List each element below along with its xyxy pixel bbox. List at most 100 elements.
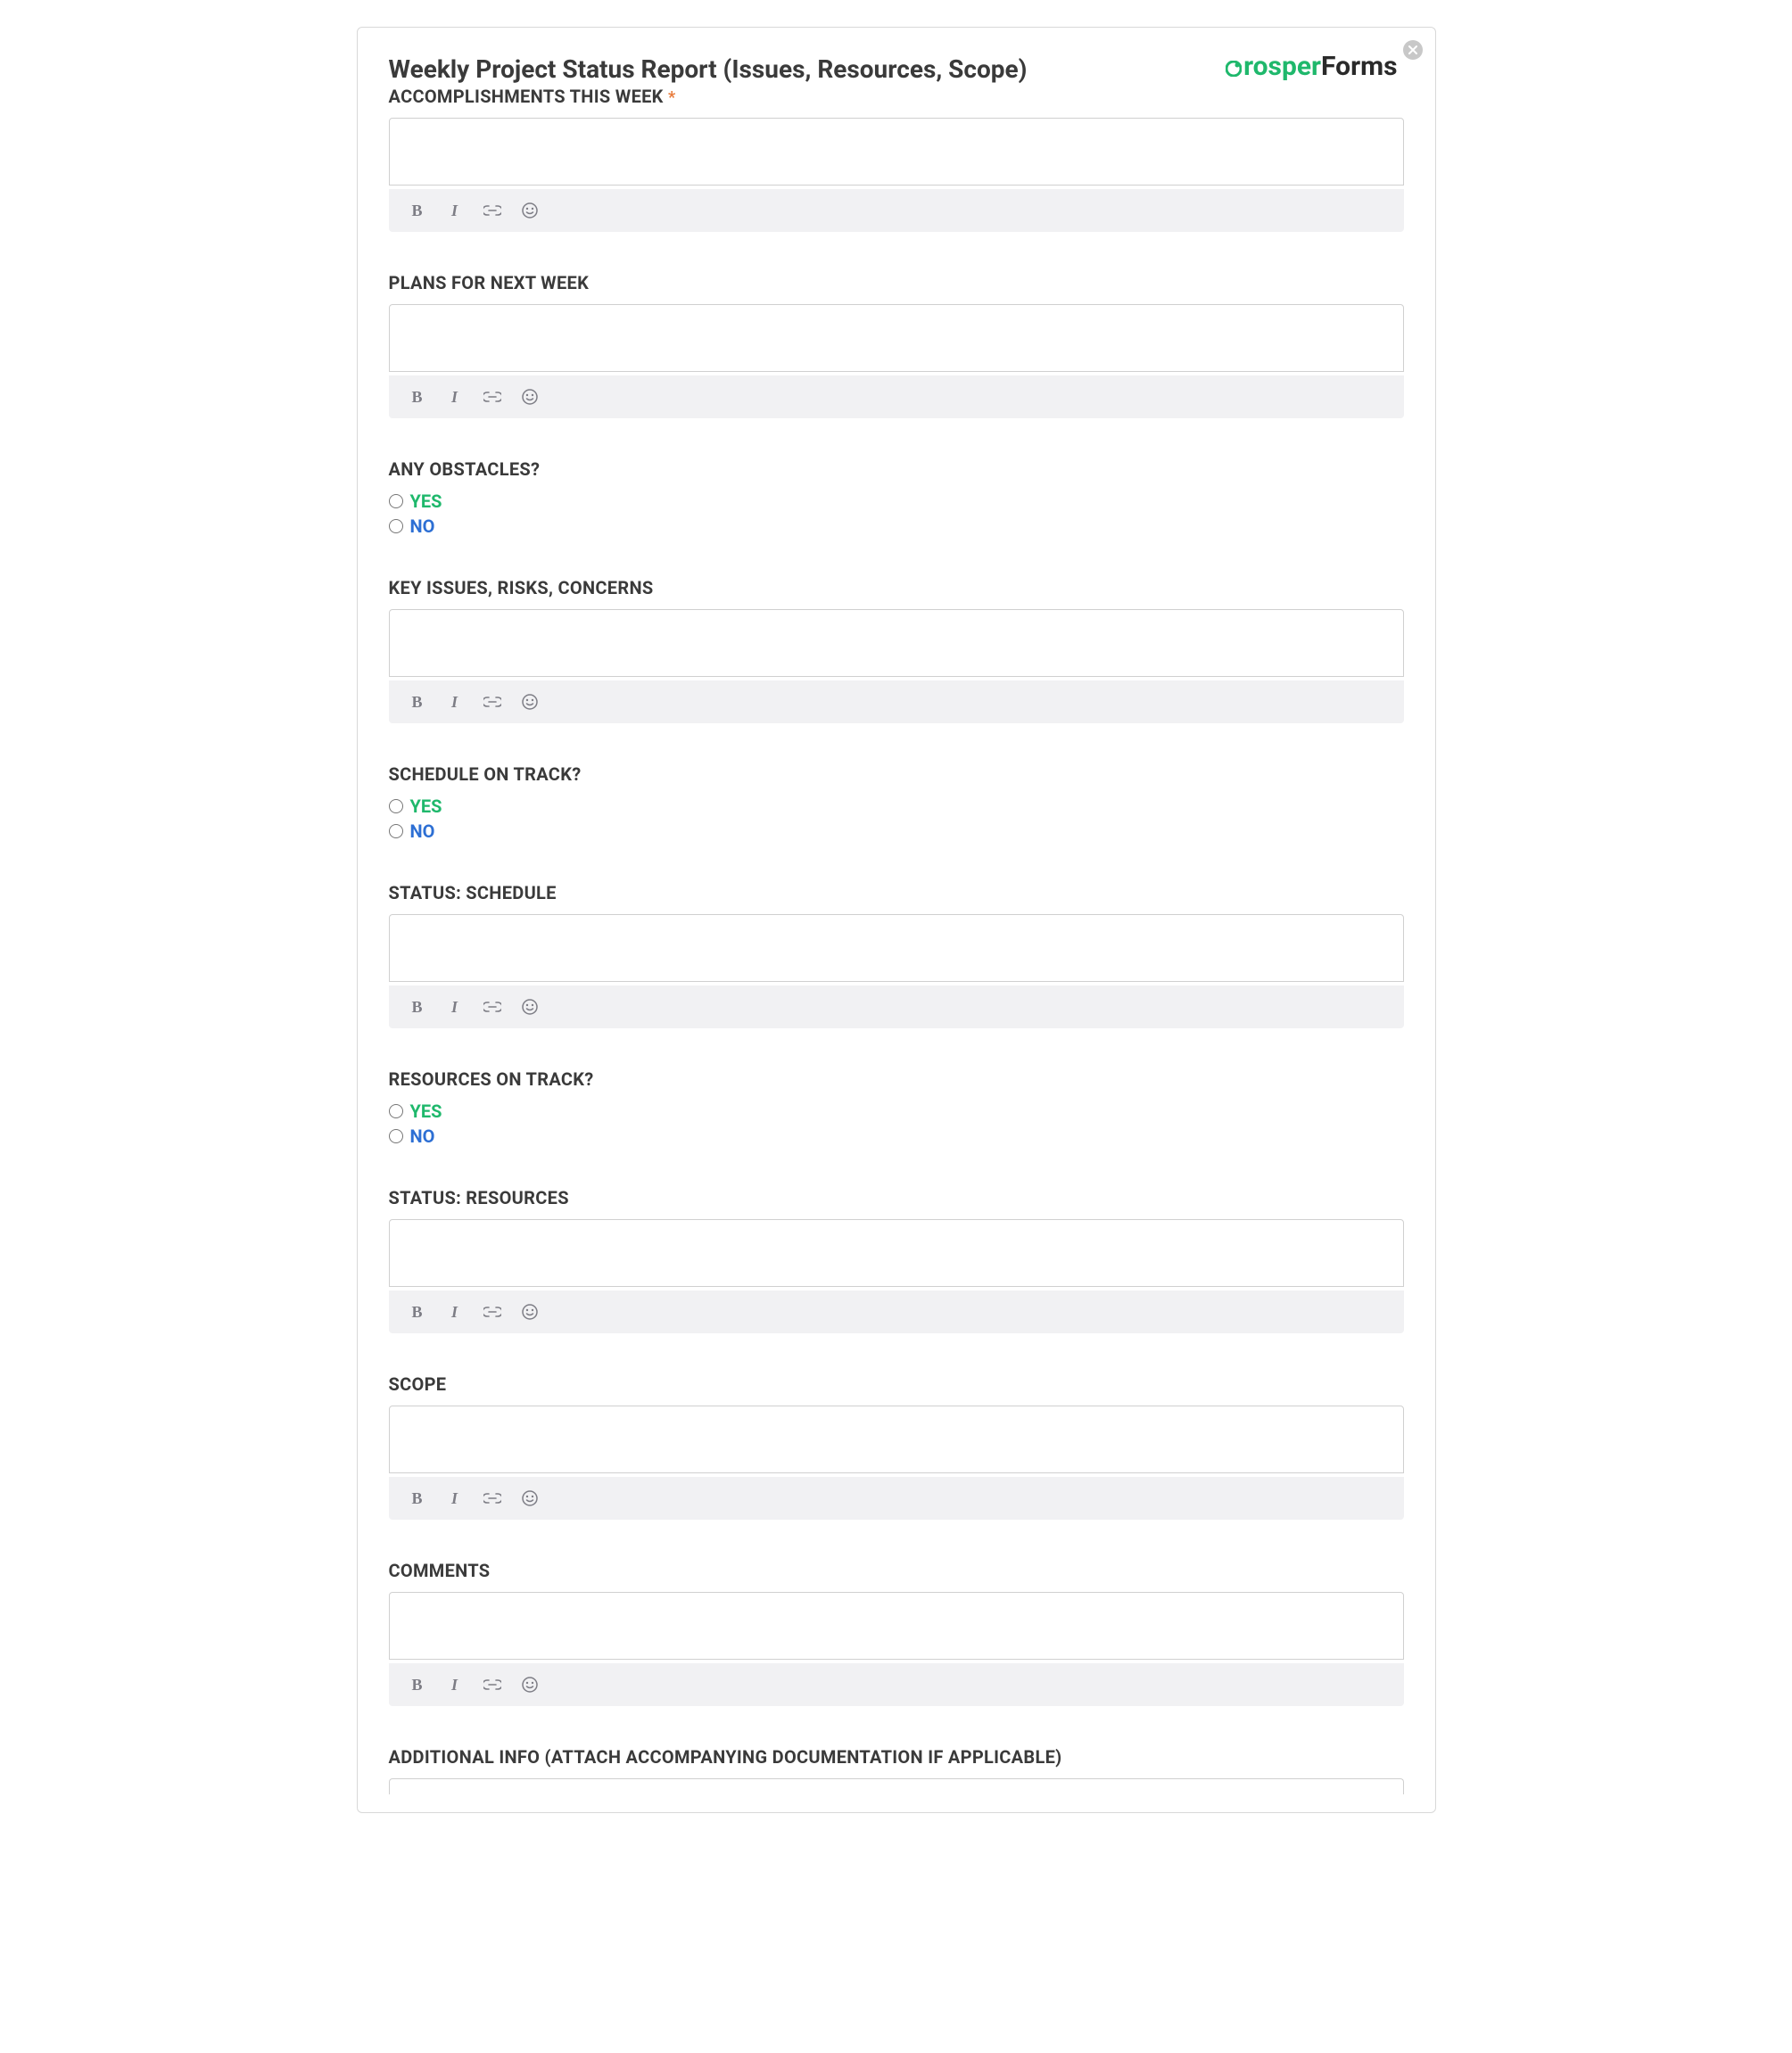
toolbar-key-issues: B I — [389, 680, 1404, 723]
italic-button[interactable]: I — [446, 1676, 464, 1694]
link-button[interactable] — [483, 998, 501, 1016]
radio-yes-label: YES — [410, 1101, 442, 1122]
link-button[interactable] — [483, 1303, 501, 1321]
bold-button[interactable]: B — [409, 998, 426, 1016]
toolbar-status-resources: B I — [389, 1290, 1404, 1333]
label-obstacles: ANY OBSTACLES? — [389, 458, 1404, 480]
radio-no-label: NO — [410, 820, 435, 842]
input-comments[interactable] — [389, 1592, 1404, 1660]
link-button[interactable] — [483, 1489, 501, 1507]
toolbar-plans: B I — [389, 375, 1404, 418]
emoji-button[interactable] — [521, 1676, 539, 1694]
link-icon — [483, 1493, 501, 1504]
close-button[interactable] — [1403, 40, 1423, 60]
label-scope: SCOPE — [389, 1373, 1404, 1395]
section-obstacles: ANY OBSTACLES? YES NO — [389, 458, 1404, 537]
radio-schedule-no[interactable] — [389, 824, 403, 838]
link-icon — [483, 1307, 501, 1317]
emoji-button[interactable] — [521, 1489, 539, 1507]
section-plans: PLANS FOR NEXT WEEK B I — [389, 272, 1404, 418]
radio-no-label: NO — [410, 515, 435, 537]
form-container: rosper Forms Weekly Project Status Repor… — [357, 27, 1436, 1813]
input-plans[interactable] — [389, 304, 1404, 372]
input-key-issues[interactable] — [389, 609, 1404, 677]
label-additional: ADDITIONAL INFO (ATTACH ACCOMPANYING DOC… — [389, 1746, 1404, 1768]
radio-resources-no[interactable] — [389, 1129, 403, 1143]
radio-row-yes: YES — [389, 491, 1404, 512]
toolbar-scope: B I — [389, 1477, 1404, 1520]
section-schedule-on-track: SCHEDULE ON TRACK? YES NO — [389, 763, 1404, 842]
brand-logo: rosper Forms — [1226, 51, 1397, 82]
emoji-icon — [522, 202, 538, 218]
emoji-button[interactable] — [521, 693, 539, 711]
link-icon — [483, 205, 501, 216]
emoji-icon — [522, 999, 538, 1015]
radio-row-no: NO — [389, 820, 1404, 842]
input-accomplishments[interactable] — [389, 118, 1404, 186]
section-additional: ADDITIONAL INFO (ATTACH ACCOMPANYING DOC… — [389, 1746, 1404, 1794]
emoji-icon — [522, 1677, 538, 1693]
section-accomplishments: ACCOMPLISHMENTS THIS WEEK * B I — [389, 86, 1404, 232]
label-accomplishments-text: ACCOMPLISHMENTS THIS WEEK — [389, 86, 664, 107]
radio-resources-yes[interactable] — [389, 1104, 403, 1118]
section-status-resources: STATUS: RESOURCES B I — [389, 1187, 1404, 1333]
label-status-schedule: STATUS: SCHEDULE — [389, 882, 1404, 903]
radio-schedule-yes[interactable] — [389, 799, 403, 813]
toolbar-status-schedule: B I — [389, 985, 1404, 1028]
italic-button[interactable]: I — [446, 1303, 464, 1321]
radio-row-no: NO — [389, 515, 1404, 537]
bold-button[interactable]: B — [409, 388, 426, 406]
label-resources-on-track: RESOURCES ON TRACK? — [389, 1068, 1404, 1090]
radio-row-yes: YES — [389, 796, 1404, 817]
label-plans: PLANS FOR NEXT WEEK — [389, 272, 1404, 293]
emoji-button[interactable] — [521, 388, 539, 406]
radio-group-obstacles: YES NO — [389, 491, 1404, 537]
radio-obstacles-yes[interactable] — [389, 494, 403, 508]
label-schedule-on-track: SCHEDULE ON TRACK? — [389, 763, 1404, 785]
bold-button[interactable]: B — [409, 1303, 426, 1321]
italic-button[interactable]: I — [446, 1489, 464, 1507]
emoji-icon — [522, 389, 538, 405]
link-button[interactable] — [483, 388, 501, 406]
section-comments: COMMENTS B I — [389, 1560, 1404, 1706]
bold-button[interactable]: B — [409, 1489, 426, 1507]
section-status-schedule: STATUS: SCHEDULE B I — [389, 882, 1404, 1028]
section-scope: SCOPE B I — [389, 1373, 1404, 1520]
link-button[interactable] — [483, 202, 501, 219]
label-comments: COMMENTS — [389, 1560, 1404, 1581]
input-status-resources[interactable] — [389, 1219, 1404, 1287]
brand-dot-icon — [1226, 53, 1242, 69]
emoji-button[interactable] — [521, 1303, 539, 1321]
emoji-icon — [522, 1490, 538, 1506]
bold-button[interactable]: B — [409, 202, 426, 219]
link-icon — [483, 697, 501, 707]
label-status-resources: STATUS: RESOURCES — [389, 1187, 1404, 1208]
emoji-button[interactable] — [521, 998, 539, 1016]
link-icon — [483, 1002, 501, 1012]
input-additional-partial[interactable] — [389, 1778, 1404, 1794]
bold-button[interactable]: B — [409, 1676, 426, 1694]
radio-obstacles-no[interactable] — [389, 519, 403, 533]
toolbar-accomplishments: B I — [389, 189, 1404, 232]
radio-group-schedule: YES NO — [389, 796, 1404, 842]
radio-group-resources: YES NO — [389, 1101, 1404, 1147]
input-scope[interactable] — [389, 1406, 1404, 1473]
link-button[interactable] — [483, 1676, 501, 1694]
bold-button[interactable]: B — [409, 693, 426, 711]
italic-button[interactable]: I — [446, 998, 464, 1016]
italic-button[interactable]: I — [446, 388, 464, 406]
emoji-icon — [522, 1304, 538, 1320]
italic-button[interactable]: I — [446, 202, 464, 219]
radio-row-yes: YES — [389, 1101, 1404, 1122]
label-accomplishments: ACCOMPLISHMENTS THIS WEEK * — [389, 86, 1404, 107]
radio-no-label: NO — [410, 1125, 435, 1147]
link-button[interactable] — [483, 693, 501, 711]
toolbar-comments: B I — [389, 1663, 1404, 1706]
label-key-issues: KEY ISSUES, RISKS, CONCERNS — [389, 577, 1404, 598]
emoji-icon — [522, 694, 538, 710]
section-key-issues: KEY ISSUES, RISKS, CONCERNS B I — [389, 577, 1404, 723]
input-status-schedule[interactable] — [389, 914, 1404, 982]
emoji-button[interactable] — [521, 202, 539, 219]
required-marker: * — [668, 88, 675, 107]
italic-button[interactable]: I — [446, 693, 464, 711]
